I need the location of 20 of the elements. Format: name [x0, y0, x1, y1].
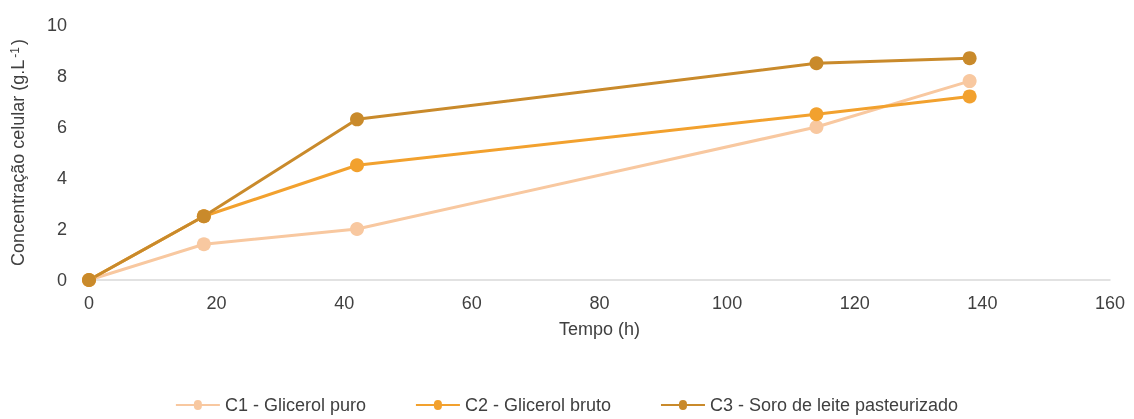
legend-label: C1 - Glicerol puro: [224, 395, 366, 415]
x-tick-label: 160: [1094, 293, 1126, 313]
y-tick-label: 6: [56, 117, 67, 137]
x-tick-label: 60: [461, 293, 482, 313]
y-tick-label: 8: [56, 66, 67, 86]
x-tick-label: 80: [589, 293, 610, 313]
legend-label: C2 - Glicerol bruto: [464, 395, 611, 415]
x-tick-label: 0: [83, 293, 95, 313]
y-tick-label: 4: [56, 168, 67, 188]
x-tick-label: 100: [712, 293, 743, 313]
y-tick-label: 0: [56, 270, 67, 290]
y-tick-label: 2: [56, 219, 67, 239]
x-tick-label: 140: [967, 293, 998, 313]
x-tick-label: 120: [839, 293, 870, 313]
y-tick-label: 10: [46, 15, 67, 35]
legend-label: C3 - Soro de leite pasteurizado: [709, 395, 959, 415]
x-tick-label: 20: [206, 293, 227, 313]
x-tick-label: 40: [334, 293, 355, 313]
y-axis-title: Concentração celular (g.L-1): [8, 39, 28, 266]
x-axis-title: Tempo (h): [558, 319, 641, 339]
